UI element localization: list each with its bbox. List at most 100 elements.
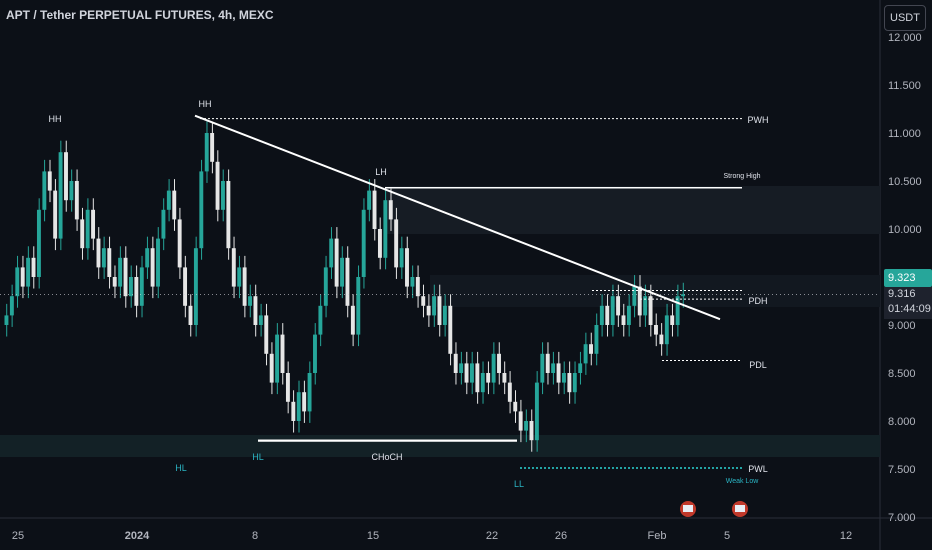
candle-body: [626, 305, 631, 325]
annotation-label: HH: [199, 99, 212, 109]
candle-body: [31, 257, 36, 277]
candle-body: [139, 267, 144, 306]
candle-body: [26, 257, 31, 287]
supply-zone: [385, 186, 880, 234]
candle-body: [145, 248, 150, 268]
candle-body: [599, 305, 604, 325]
candle-body: [107, 248, 112, 277]
candle-body: [437, 296, 442, 325]
candle-body: [134, 277, 139, 306]
candle-countdown: 01:44:09: [888, 303, 931, 315]
candle-body: [172, 190, 177, 220]
candle-body: [226, 181, 231, 249]
candle-body: [258, 315, 263, 325]
candle-body: [150, 248, 155, 287]
x-tick-label: 12: [840, 530, 852, 542]
candle-body: [128, 277, 133, 297]
x-tick-label: 15: [367, 530, 379, 542]
price-tag-current: 9.316 01:44:09: [884, 287, 932, 319]
event-flag-icon: [683, 505, 693, 512]
candle-body: [350, 305, 355, 335]
candle-body: [345, 257, 350, 306]
candle-body: [80, 219, 85, 249]
candle-body: [4, 315, 9, 325]
candle-body: [616, 296, 621, 316]
candle-body: [399, 248, 404, 268]
candle-body: [632, 286, 637, 306]
candle-body: [534, 382, 539, 441]
candle-body: [356, 277, 361, 335]
current-price: 9.316: [888, 288, 916, 300]
candle-body: [307, 373, 312, 412]
candle-body: [442, 305, 447, 325]
candle-body: [475, 363, 480, 393]
candle-body: [556, 363, 561, 383]
event-flag-icon: [735, 505, 745, 512]
x-tick-label: 5: [724, 530, 730, 542]
candle-body: [551, 363, 556, 373]
candle-body: [53, 190, 58, 239]
candle-body: [275, 334, 280, 383]
x-tick-label: 25: [12, 530, 24, 542]
trend-line: [194, 114, 721, 321]
candle-body: [507, 382, 512, 402]
candle-body: [415, 277, 420, 297]
candle-body: [237, 267, 242, 287]
candle-body: [96, 238, 101, 268]
candle-body: [426, 305, 431, 316]
candle-body: [459, 363, 464, 373]
x-tick-label: Feb: [648, 530, 667, 542]
annotation-label: HL: [252, 452, 264, 462]
candle-body: [85, 209, 90, 249]
candle-body: [47, 171, 52, 191]
x-tick-label: 8: [252, 530, 258, 542]
y-tick-label: 8.500: [888, 368, 916, 380]
x-tick-label: 26: [555, 530, 567, 542]
candle-body: [58, 152, 63, 239]
candle-body: [410, 277, 415, 287]
chart-title: APT / Tether PERPETUAL FUTURES, 4h, MEXC: [6, 8, 274, 22]
candle-body: [659, 334, 664, 345]
candle-body: [464, 363, 469, 383]
candle-body: [340, 257, 344, 287]
candle-body: [594, 325, 599, 354]
candle-body: [491, 353, 496, 383]
candle-body: [540, 353, 545, 383]
currency-selector[interactable]: USDT: [884, 5, 926, 31]
candle-body: [589, 344, 593, 354]
candle-body: [432, 296, 437, 316]
y-tick-label: 11.000: [888, 128, 921, 140]
candle-body: [453, 353, 458, 373]
annotation-label: Weak Low: [726, 478, 759, 485]
candle-body: [15, 267, 20, 297]
candle-body: [572, 373, 577, 393]
y-tick-label: 10.000: [888, 224, 922, 236]
candle-body: [101, 248, 106, 268]
y-tick-label: 10.500: [888, 176, 922, 188]
candle-body: [231, 248, 236, 287]
candle-body: [583, 344, 588, 364]
annotation-label: PDL: [749, 360, 767, 370]
candle-body: [664, 315, 669, 345]
candle-body: [361, 209, 366, 277]
annotation-label: LH: [375, 167, 387, 177]
annotation-label: HL: [175, 463, 187, 473]
annotation-label: HH: [49, 114, 62, 124]
candle-body: [405, 248, 409, 287]
range-zone: [430, 275, 880, 307]
candle-body: [123, 257, 128, 297]
candle-body: [502, 373, 507, 383]
candle-body: [112, 277, 117, 287]
candle-body: [643, 296, 648, 316]
candle-body: [183, 267, 188, 306]
candle-body: [367, 190, 372, 210]
candle-body: [9, 296, 14, 316]
annotation-label: Strong High: [724, 173, 761, 180]
candle-body: [177, 219, 182, 268]
candle-body: [388, 200, 393, 220]
annotation-label: LL: [514, 479, 524, 489]
candle-body: [36, 209, 41, 277]
candle-body: [313, 334, 317, 373]
candle-body: [469, 363, 474, 383]
